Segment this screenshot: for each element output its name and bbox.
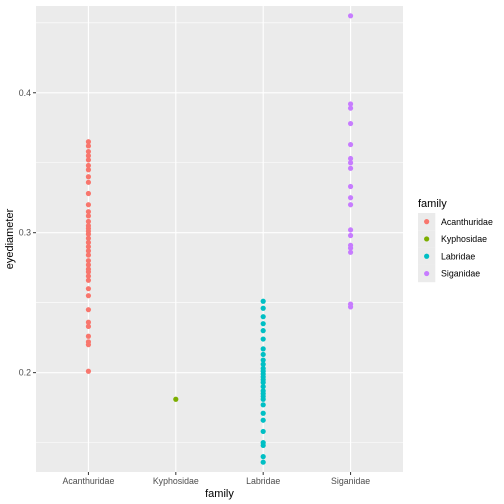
legend-label: Acanthuridae: [441, 217, 493, 227]
y-tick-label: 0.2: [19, 368, 31, 378]
legend-symbol: [424, 253, 430, 259]
legend-label: Kyphosidae: [441, 234, 487, 244]
x-tick-label: Siganidae: [331, 476, 370, 486]
data-point: [85, 277, 92, 283]
data-point: [260, 298, 266, 304]
data-point: [260, 361, 266, 367]
data-points: [85, 13, 354, 465]
data-point: [260, 396, 266, 402]
data-point: [347, 141, 354, 148]
data-point: [260, 305, 266, 311]
plot-panel: [36, 6, 403, 472]
data-point: [85, 231, 92, 237]
data-point: [260, 417, 266, 423]
data-point: [85, 252, 92, 258]
x-tick-label: Kyphosidae: [153, 476, 199, 486]
data-point: [260, 459, 266, 465]
data-point: [85, 262, 92, 268]
data-point: [85, 293, 92, 299]
data-point: [347, 195, 354, 201]
legend-title: family: [418, 198, 447, 210]
data-point: [85, 323, 92, 330]
data-point: [260, 346, 266, 352]
data-point: [85, 209, 92, 215]
data-point: [260, 321, 266, 327]
data-point: [347, 101, 354, 107]
data-point: [85, 162, 92, 169]
data-point: [85, 244, 92, 250]
data-point: [260, 351, 266, 358]
data-point: [85, 213, 92, 219]
data-point: [260, 428, 266, 435]
data-point: [347, 245, 354, 251]
data-point: [85, 143, 92, 149]
data-point: [85, 139, 92, 145]
grid-minor: [36, 22, 403, 443]
data-point: [260, 314, 266, 320]
data-point: [260, 379, 266, 386]
data-point: [347, 155, 354, 162]
data-point: [85, 239, 92, 246]
data-point: [173, 396, 179, 402]
y-tick-label: 0.3: [19, 228, 31, 238]
data-point: [260, 410, 266, 416]
data-point: [85, 333, 92, 339]
data-point: [347, 249, 354, 255]
x-tick-label: Acanthuridae: [63, 476, 115, 486]
data-point: [85, 218, 92, 225]
data-point: [85, 258, 92, 264]
data-point: [347, 183, 354, 190]
data-point: [347, 160, 354, 166]
data-point: [347, 227, 354, 233]
x-tick-label: Labridae: [246, 476, 280, 486]
data-point: [85, 190, 92, 197]
data-point: [260, 402, 266, 408]
data-point: [347, 232, 354, 239]
data-point: [85, 174, 92, 180]
data-point: [347, 202, 354, 208]
data-point: [260, 442, 266, 449]
data-point: [85, 286, 92, 292]
data-point: [347, 304, 354, 310]
data-point: [260, 336, 266, 342]
legend-symbol: [424, 270, 430, 277]
data-point: [85, 179, 92, 185]
data-point: [85, 153, 92, 159]
data-point: [85, 319, 92, 325]
data-point: [85, 202, 92, 208]
legend-label: Siganidae: [441, 269, 480, 279]
data-point: [260, 357, 266, 363]
y-axis-title: eyediameter: [4, 208, 16, 269]
data-point: [85, 368, 92, 374]
axes: 0.2 0.3 0.4 Acanthuridae Kyphosidae Labridae S…: [19, 88, 370, 486]
x-axis-title: family: [205, 488, 234, 500]
data-point: [85, 157, 92, 163]
data-point: [260, 454, 266, 460]
data-point: [85, 273, 92, 279]
data-point: [260, 384, 266, 390]
data-point: [85, 342, 92, 348]
data-point: [85, 269, 92, 275]
data-point: [85, 148, 92, 155]
data-point: [85, 307, 92, 313]
legend: Acanthuridae Kyphosidae Labridae Siganidae: [418, 213, 493, 283]
data-point: [85, 235, 92, 241]
legend-label: Labridae: [441, 251, 475, 261]
data-point: [347, 165, 354, 171]
y-tick-label: 0.4: [19, 88, 31, 98]
data-point: [347, 120, 354, 127]
data-point: [85, 248, 92, 254]
legend-symbol: [424, 236, 430, 242]
data-point: [85, 167, 92, 173]
data-point: [260, 328, 266, 334]
data-point: [347, 13, 354, 19]
data-point: [347, 105, 354, 111]
legend-symbol: [424, 219, 430, 225]
